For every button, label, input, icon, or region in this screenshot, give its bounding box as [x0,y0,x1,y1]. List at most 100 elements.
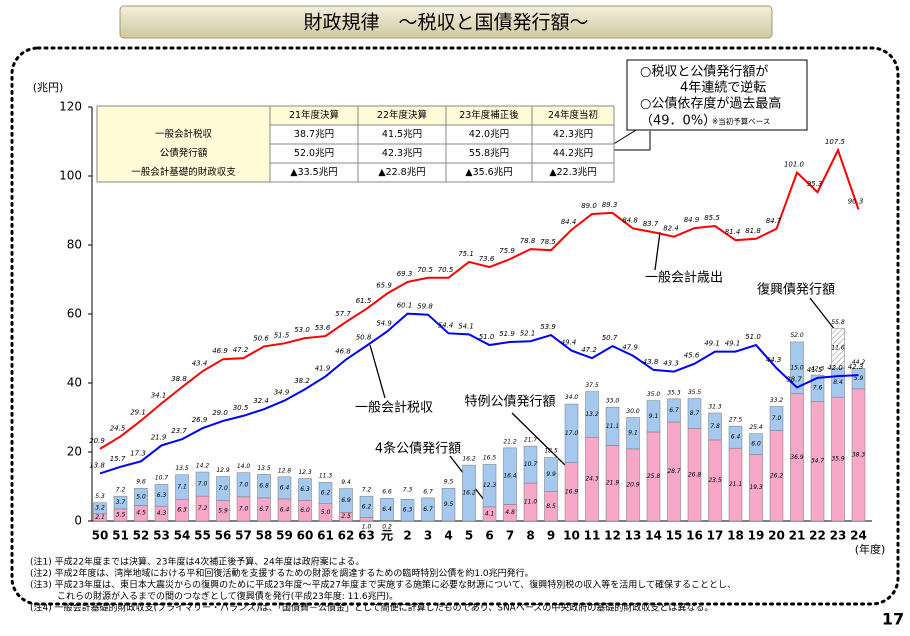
bar-label: 6.4 [382,506,392,513]
line-label: 75.1 [458,250,474,258]
bar-segment [790,341,804,394]
bar-label: 5.0 [321,509,331,516]
table-header: 23年度補正後 [459,109,519,121]
x-tick-label: 16 [686,529,703,543]
bar-segment [626,417,640,450]
page-number: 17 [882,610,904,629]
x-tick-label: 60 [297,529,314,543]
bar-label: 4.8 [505,509,515,516]
bar-total-label: 27.5 [729,417,743,424]
line-label: 75.9 [499,247,515,255]
bar-total-label: 16.2 [462,456,476,463]
bar-total-label: 21.2 [503,438,517,445]
bar-total-label: 31.3 [708,404,722,411]
bar-total-label: 21.7 [524,437,538,444]
bar-segment [257,474,271,499]
arrow [809,297,836,331]
bar-segment [585,391,599,438]
line-label: 51.9 [499,330,515,338]
series-label: 一般会計税収 [355,400,433,416]
bar-segment [359,495,374,518]
series-label: 復興債発行額 [757,282,835,298]
x-tick-label: 3 [424,529,432,543]
bar-segment [462,464,476,522]
line-label: 81.4 [725,228,741,236]
bar-segment [605,406,620,446]
bar-label: 6.3 [157,492,167,499]
line-label: 20.9 [89,437,105,445]
note: (注4) 一般会計基礎的財政収支(プライマリー・バランス)は、「国債費－公債金」… [30,602,713,614]
table-cell: 42.3兆円 [553,129,593,140]
bar-segment [175,474,189,500]
bar-label: 6.3 [403,507,413,514]
bar-total-label: 10.7 [155,475,169,482]
x-tick-label: 8 [526,529,534,543]
line-label: 65.9 [376,282,392,290]
line [99,312,859,475]
table-header: 22年度決算 [377,109,427,121]
table-cell: 52.0兆円 [294,148,334,159]
line-label: 38.7 [786,375,802,383]
bar-total-label: 52.0 [790,332,804,339]
line-label: 26.9 [192,416,208,424]
x-tick-label: 56 [215,529,232,543]
bar-label: 7.0 [772,415,782,422]
x-tick-label: 21 [789,529,806,543]
bar-total-label: 13.5 [175,465,189,472]
table-cell: ▲35.6兆円 [465,167,512,178]
x-tick-label: 5 [465,529,473,543]
bar-segment [195,471,210,497]
line-label: 15.7 [110,455,126,463]
x-tick-label: 57 [235,529,252,543]
bar-label: 4.5 [136,510,146,517]
bar-label: 10.7 [524,461,538,468]
bar-label: 15.0 [790,364,804,371]
x-tick-label: 18 [727,529,744,543]
note: (注2) 平成2年度は、湾岸地域における平和回復活動を支援するための財源を調達す… [30,567,534,579]
bar-label: 6.3 [177,507,187,514]
x-tick-label: 52 [133,529,150,543]
bar-label: 7.0 [198,481,208,488]
bar-label: 6.4 [280,506,290,513]
bar-label: 11.0 [524,499,538,506]
x-tick-label: 6 [485,529,493,543]
bar-segment [544,457,558,492]
line-label: 46.8 [335,348,351,356]
bar-total-label: 35.5 [688,389,702,396]
line-label: 89.0 [581,202,597,210]
bar-total-label: 12.9 [216,467,230,474]
x-tick-label: 53 [153,529,170,543]
bar-segment [154,484,169,507]
table-cell: ▲22.3兆円 [549,167,596,178]
line-label: 50.8 [356,334,372,342]
line-label: 46.9 [212,347,228,355]
bar-label: 23.5 [708,477,722,484]
bar-label: 6.9 [341,497,351,504]
y-tick-label: 120 [59,100,82,114]
bar-total-label: 9.6 [136,478,146,485]
bar-label: 9.1 [628,430,638,437]
bar-label: 17.0 [565,430,579,437]
callout-text: ※当初予算ベース [712,116,770,126]
line-label: 57.7 [335,310,351,318]
line-label: 43.3 [663,360,679,368]
x-tick-label: 59 [276,529,293,543]
bar-label: 36.9 [790,454,804,461]
line-label: 34.1 [151,391,167,399]
bar-label: 20.9 [626,481,640,488]
bar-label: 6.8 [259,483,269,490]
bar-label: 11.1 [606,423,619,430]
bar-segment [687,398,702,429]
bar-total-label: 12.3 [298,469,312,476]
bar-total-label: 35.0 [647,391,661,398]
bar-label: 3.5 [116,511,126,518]
x-tick-label: 61 [317,529,334,543]
bar-label: 6.2 [321,490,331,497]
x-tick-label: 14 [645,529,662,543]
bar-label: 7.0 [239,505,249,512]
x-tick-label: 12 [604,529,621,543]
line-label: 52.1 [520,329,536,337]
line-label: 38.8 [171,375,187,383]
x-tick-label: 58 [256,529,273,543]
x-tick-label: 19 [748,529,765,543]
